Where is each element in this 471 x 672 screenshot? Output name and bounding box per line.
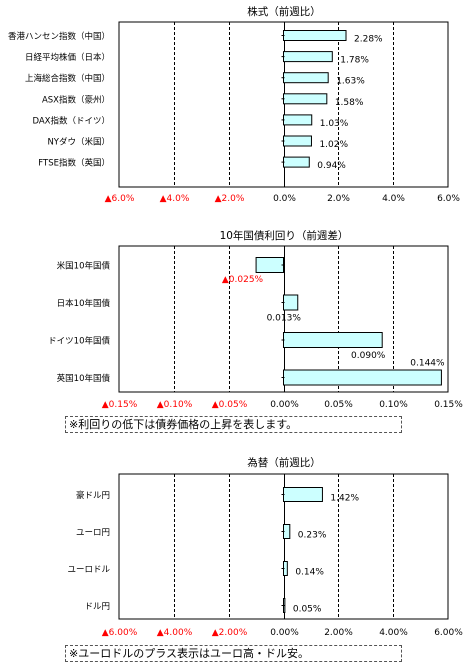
chart-2-bar	[283, 294, 299, 311]
chart-1-tick-label: ▲2.0%	[215, 194, 245, 204]
fx-note: ※ユーロドルのプラス表示はユーロ高・ドル安。	[65, 645, 402, 662]
chart-2-bar	[255, 257, 285, 273]
chart-1-category-label: 上海総合指数（中国）	[25, 73, 110, 84]
chart-2-tick-label: 0.10%	[379, 400, 408, 410]
chart-1-category-label: 香港ハンセン指数（中国）	[8, 31, 110, 42]
chart-2-tick-label: ▲0.15%	[102, 400, 138, 410]
chart-1-value-label: 1.63%	[336, 77, 365, 87]
chart-3-tick-label: ▲4.00%	[157, 628, 193, 638]
chart-3-bar	[283, 487, 323, 502]
chart-3-tick-label: 0.00%	[270, 628, 299, 638]
chart-3-title: 為替（前週比）	[247, 456, 321, 469]
chart-3-category-label: ドル円	[84, 602, 110, 612]
chart-1-tick-label: 0.0%	[273, 194, 296, 204]
chart-2-category-label: 日本10年国債	[57, 298, 111, 309]
chart-1-tick-label: 6.0%	[437, 194, 460, 204]
bond-note: ※利回りの低下は債券価格の上昇を表します。	[65, 416, 402, 433]
chart-1-category-label: DAX指数（ドイツ）	[32, 115, 110, 126]
chart-1-value-label: 1.03%	[320, 119, 349, 129]
chart-1-bar	[283, 156, 310, 168]
chart-1-category-label: NYダウ（米国）	[47, 137, 110, 148]
chart-2-tick-label: 0.00%	[270, 400, 299, 410]
chart-3-tick-label: ▲6.00%	[102, 628, 138, 638]
chart-2-category-label: ドイツ10年国債	[48, 336, 110, 347]
chart-2-tick-label: 0.15%	[434, 400, 463, 410]
chart-3-tick-label: ▲2.00%	[212, 628, 248, 638]
chart-2-tick-label: ▲0.10%	[157, 400, 193, 410]
chart-3-tick-label: 4.00%	[379, 628, 408, 638]
chart-2-bar	[283, 332, 383, 348]
chart-1-tick-label: ▲6.0%	[105, 194, 135, 204]
chart-3-value-label: 0.23%	[298, 531, 327, 541]
chart-1-tick-label: ▲4.0%	[160, 194, 190, 204]
chart-1-bar	[283, 114, 313, 126]
chart-1-value-label: 0.94%	[317, 161, 346, 171]
chart-1-value-label: 2.28%	[354, 35, 383, 45]
chart-1-category-label: 日経平均株価（日本）	[25, 52, 110, 63]
chart-2-tick-label: ▲0.05%	[212, 400, 248, 410]
chart-2-value-label: 0.090%	[351, 351, 386, 361]
chart-3-category-label: ユーロドル	[67, 565, 110, 575]
chart-2-bar	[283, 369, 442, 386]
chart-1-value-label: 1.02%	[319, 140, 348, 150]
chart-1-bar	[283, 93, 328, 105]
chart-3-value-label: 0.14%	[295, 568, 324, 578]
chart-1-category-label: ASX指数（豪州）	[42, 94, 110, 105]
chart-3-tick-label: 6.00%	[434, 628, 463, 638]
chart-2-category-label: 英国10年国債	[57, 373, 111, 384]
chart-3-value-label: 1.42%	[330, 494, 359, 504]
chart-2-tick-label: 0.05%	[324, 400, 353, 410]
chart-2-value-label: 0.013%	[267, 314, 302, 324]
chart-1-tick-label: 4.0%	[382, 194, 405, 204]
chart-2-value-label: ▲0.025%	[222, 275, 264, 285]
chart-1-value-label: 1.78%	[340, 56, 369, 66]
chart-1-value-label: 1.58%	[335, 98, 364, 108]
chart-1-category-label: FTSE指数（英国）	[38, 158, 110, 169]
chart-1-bar	[283, 135, 312, 147]
chart-1-tick-label: 2.0%	[327, 194, 350, 204]
chart-3-tick-label: 2.00%	[324, 628, 353, 638]
chart-1-title: 株式（前週比）	[247, 5, 321, 18]
chart-1-bar	[283, 30, 347, 41]
chart-2-value-label: 0.144%	[410, 359, 445, 369]
chart-3-category-label: ユーロ円	[76, 528, 110, 538]
chart-1-bar	[283, 51, 333, 63]
chart-2-title: 10年国債利回り（前週差）	[220, 229, 349, 242]
chart-3-category-label: 豪ドル円	[76, 490, 110, 501]
chart-2-category-label: 米国10年国債	[57, 261, 111, 272]
chart-3-value-label: 0.05%	[293, 605, 322, 615]
chart-1-bar	[283, 72, 329, 84]
